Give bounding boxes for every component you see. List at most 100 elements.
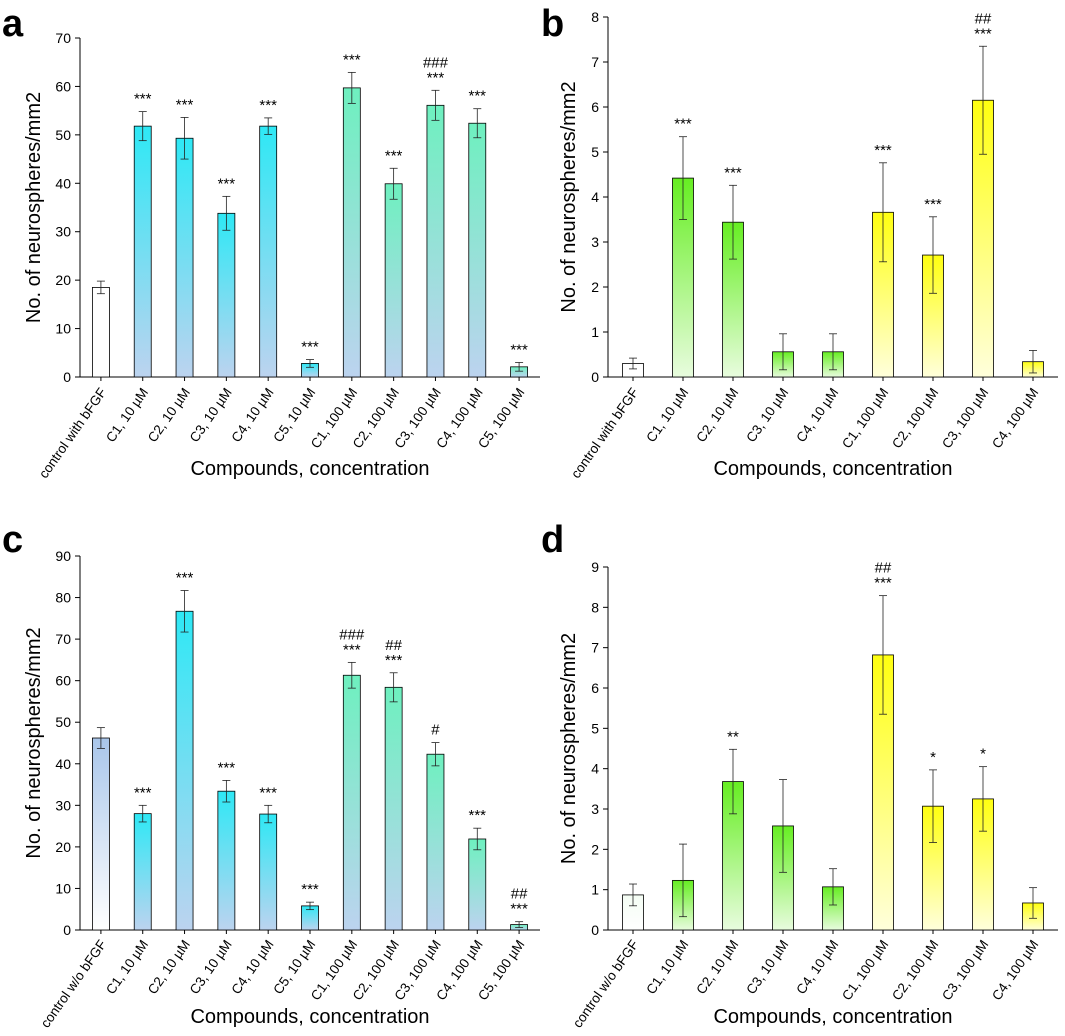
y-tick-label: 1 [591, 882, 599, 898]
significance-label: *** [134, 784, 152, 801]
bar [384, 183, 403, 378]
significance-label: ## [975, 10, 992, 27]
significance-label: *** [134, 91, 152, 108]
y-tick-label: 9 [591, 559, 599, 575]
category-label: C3, 10 µM [743, 937, 791, 997]
x-axis-label: Compounds, concentration [190, 1006, 429, 1028]
panel-letter: b [541, 3, 564, 45]
significance-label: ## [385, 637, 402, 654]
significance-label: *** [469, 88, 487, 105]
y-axis-label: No. of neurospheres/mm2 [23, 92, 45, 323]
category-label: control with bFGF [568, 385, 641, 481]
significance-label: *** [385, 652, 403, 669]
category-label: C4, 10 µM [793, 385, 841, 445]
significance-label: *** [724, 164, 742, 181]
y-tick-label: 70 [55, 631, 71, 647]
significance-label: *** [176, 569, 194, 586]
bar [217, 212, 236, 378]
significance-label: *** [874, 142, 892, 159]
bar [92, 737, 110, 931]
category-label: C4, 10 µM [793, 937, 841, 997]
significance-label: *** [510, 901, 528, 918]
panel-a: a 0 10 20 30 40 50 60 70 No. of neurospheres/mm2 C… [2, 3, 540, 481]
y-tick-label: 90 [55, 548, 71, 564]
category-label: C1, 10 µM [643, 385, 691, 445]
significance-label: *** [218, 759, 236, 776]
category-label: C2, 100 µM [889, 385, 941, 451]
y-tick-label: 1 [591, 324, 599, 340]
significance-label: *** [469, 807, 487, 824]
y-tick-label: 0 [591, 369, 599, 385]
y-tick-label: 5 [591, 144, 599, 160]
category-label: C3, 100 µM [939, 385, 991, 451]
x-axis-label: Compounds, concentration [713, 1006, 952, 1028]
category-label: control with bFGF [36, 385, 109, 481]
bar [384, 686, 403, 931]
y-tick-label: 60 [55, 78, 71, 94]
panel-letter: a [2, 3, 24, 45]
significance-label: ### [339, 626, 365, 643]
category-label: C3, 100 µM [939, 937, 991, 1003]
significance-label: *** [385, 147, 403, 164]
y-tick-label: 0 [63, 922, 71, 938]
bar [259, 125, 278, 378]
y-tick-label: 6 [591, 680, 599, 696]
category-label: C2, 10 µM [693, 385, 741, 445]
significance-label: ## [875, 560, 892, 577]
category-label: C2, 100 µM [889, 937, 941, 1003]
y-tick-label: 30 [55, 224, 71, 240]
category-label: C4, 100 µM [989, 937, 1041, 1003]
significance-label: *** [218, 175, 236, 192]
significance-label: *** [259, 784, 277, 801]
y-tick-label: 60 [55, 673, 71, 689]
y-tick-label: 7 [591, 640, 599, 656]
y-tick-label: 40 [55, 756, 71, 772]
significance-label: *** [924, 196, 942, 213]
significance-label: ** [727, 728, 739, 745]
y-tick-label: 5 [591, 720, 599, 736]
significance-label: *** [510, 341, 528, 358]
significance-label: *** [343, 641, 361, 658]
y-tick-label: 50 [55, 714, 71, 730]
category-label: C3, 10 µM [743, 385, 791, 445]
category-label: C1, 10 µM [643, 937, 691, 997]
x-axis-label: Compounds, concentration [713, 458, 952, 480]
panel-b: b 0 1 2 3 4 5 6 7 8 No. of neurospheres/mm2 Compoun… [541, 3, 1058, 481]
bar [468, 122, 487, 378]
panel-letter: d [541, 519, 564, 561]
y-tick-label: 2 [591, 279, 599, 295]
y-tick-label: 7 [591, 54, 599, 70]
category-label: control w/o bFGF [38, 937, 110, 1030]
category-label: C1, 100 µM [839, 937, 891, 1003]
significance-label: *** [259, 97, 277, 114]
y-axis-label: No. of neurospheres/mm2 [23, 627, 45, 858]
panel-d: d 0 1 2 3 4 5 6 7 8 9 No. of neurospheres/mm2 Compou… [541, 519, 1058, 1031]
y-tick-label: 20 [55, 272, 71, 288]
significance-label: ### [423, 54, 449, 71]
y-axis-label: No. of neurospheres/mm2 [558, 81, 580, 312]
bar [92, 287, 110, 378]
y-tick-label: 10 [55, 321, 71, 337]
significance-label: # [431, 722, 440, 739]
bar [133, 813, 152, 931]
y-tick-label: 4 [591, 761, 599, 777]
y-tick-label: 0 [63, 369, 71, 385]
y-tick-label: 3 [591, 234, 599, 250]
category-label: C4, 100 µM [989, 385, 1041, 451]
y-tick-label: 20 [55, 839, 71, 855]
bar [426, 753, 445, 931]
bar [468, 838, 487, 931]
significance-label: *** [874, 575, 892, 592]
significance-label: *** [674, 116, 692, 133]
y-tick-label: 50 [55, 127, 71, 143]
bar [342, 674, 361, 931]
bar [133, 125, 152, 378]
category-label: C1, 100 µM [839, 385, 891, 451]
significance-label: * [980, 746, 986, 763]
y-tick-label: 8 [591, 9, 599, 25]
significance-label: *** [343, 51, 361, 68]
y-tick-label: 8 [591, 599, 599, 615]
y-tick-label: 6 [591, 99, 599, 115]
significance-label: ## [511, 886, 528, 903]
